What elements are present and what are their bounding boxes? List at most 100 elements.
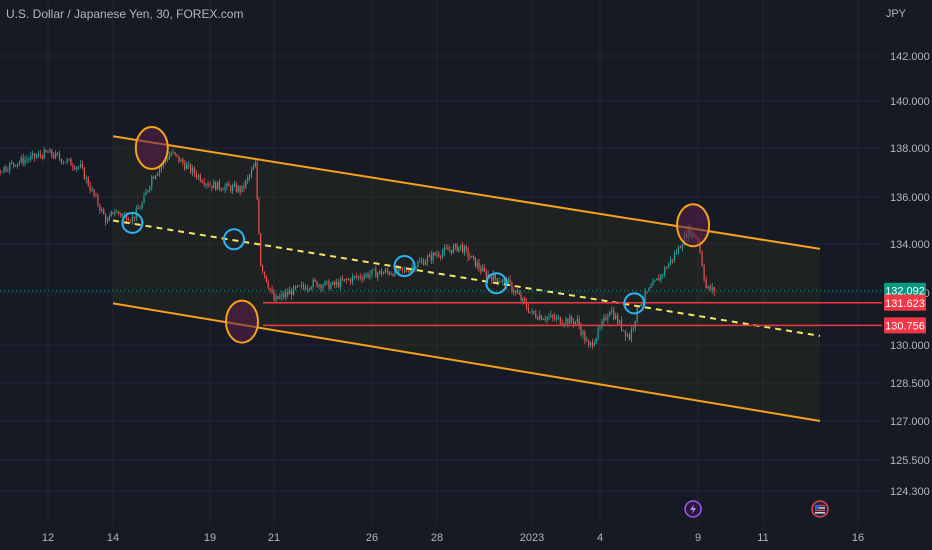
candle-body (293, 286, 295, 296)
candle-body (384, 270, 386, 273)
candle-body (605, 317, 607, 320)
candle-body (681, 245, 683, 249)
candle-body (112, 211, 114, 214)
candle-body (611, 310, 613, 313)
x-tick-label: 14 (107, 532, 119, 544)
candle-body (516, 291, 518, 294)
candle-body (45, 149, 47, 152)
candle-body (260, 233, 262, 266)
axes: 142.000 140.000 138.000 136.000 134.000 132.0… (42, 51, 930, 544)
candle-body (559, 317, 561, 324)
last-price-badge: 132.092 (885, 286, 925, 298)
candle-body (151, 177, 153, 187)
candle-body (5, 166, 7, 171)
candle-body (662, 274, 664, 276)
candle-body (47, 151, 49, 153)
candle-body (228, 183, 230, 187)
candle-body (28, 159, 30, 161)
candle-body (377, 273, 379, 278)
candle-body (699, 241, 701, 253)
candle-body (371, 269, 373, 275)
candle-body (574, 321, 577, 324)
level-badge-1-bg (884, 317, 926, 334)
candle-body (233, 184, 236, 186)
candle-body (243, 185, 245, 188)
candle-body (34, 153, 36, 158)
candle-body (12, 162, 15, 165)
candle-body (176, 154, 178, 156)
candle-body (597, 328, 599, 339)
candle-body (630, 329, 632, 340)
candle-body (713, 287, 715, 292)
candle-body (701, 252, 703, 266)
candle-body (615, 315, 617, 320)
candle-body (493, 273, 495, 281)
candle-body (388, 271, 390, 275)
candle-body (287, 292, 289, 295)
candle-body (105, 214, 107, 222)
orange-circle-marker (134, 126, 169, 170)
candle-body (498, 281, 500, 283)
candle-body (283, 294, 285, 297)
candle-body (613, 310, 615, 320)
y-tick-label: 125.500 (890, 455, 930, 467)
candle-body (603, 317, 605, 322)
chart-title: U.S. Dollar / Japanese Yen, 30, FOREX.co… (6, 7, 244, 21)
level-badge-1: 130.756 (885, 320, 925, 332)
candle-body (445, 247, 447, 249)
candle-body (143, 195, 145, 203)
candle-body (454, 244, 456, 247)
candle-body (318, 284, 320, 287)
candle-body (239, 186, 241, 192)
blue-circle-marker (485, 272, 508, 295)
candle-body (16, 163, 19, 167)
candle-body (298, 285, 301, 287)
candle-body (369, 274, 371, 278)
candle-body (320, 284, 322, 289)
candle-body (507, 279, 509, 286)
candle-body (312, 279, 314, 288)
candle-body (347, 279, 350, 280)
y-tick-label: 138.000 (890, 143, 930, 155)
flag-stripe (815, 512, 825, 514)
candle-body (66, 159, 68, 163)
candle-body (554, 317, 556, 320)
level-badge-0: 131.623 (885, 298, 925, 310)
candle-body (24, 159, 26, 164)
candle-body (580, 326, 582, 335)
candle-body (145, 192, 147, 196)
candle-body (460, 244, 462, 247)
candle-body (584, 331, 586, 342)
candle-body (60, 158, 62, 163)
candle-body (199, 175, 201, 181)
candle-body (423, 260, 425, 265)
candle-body (95, 195, 97, 196)
candle-body (289, 290, 291, 295)
candle-body (328, 280, 330, 289)
x-tick-label: 16 (852, 532, 864, 544)
candle-body (168, 155, 170, 160)
x-tick-label: 19 (204, 532, 216, 544)
candle-body (304, 287, 306, 290)
candle-body (474, 257, 476, 267)
candle-body (355, 276, 357, 278)
candle-body (35, 155, 38, 158)
y-tick-label: 134.000 (890, 239, 930, 251)
candle-body (205, 183, 207, 185)
orange-circle-marker (676, 203, 711, 248)
candle-body (365, 273, 367, 277)
candle-body (555, 317, 558, 320)
candle-body (215, 182, 217, 190)
candle-body (97, 195, 99, 205)
candle-body (664, 267, 666, 275)
candle-body (252, 167, 255, 171)
candle-body (18, 162, 20, 164)
blue-circle-marker (623, 292, 646, 315)
candle-body (147, 190, 149, 193)
x-tick-label: 2023 (520, 532, 544, 544)
candle-body (230, 186, 232, 192)
candle-body (485, 271, 487, 278)
candle-body (463, 246, 466, 253)
